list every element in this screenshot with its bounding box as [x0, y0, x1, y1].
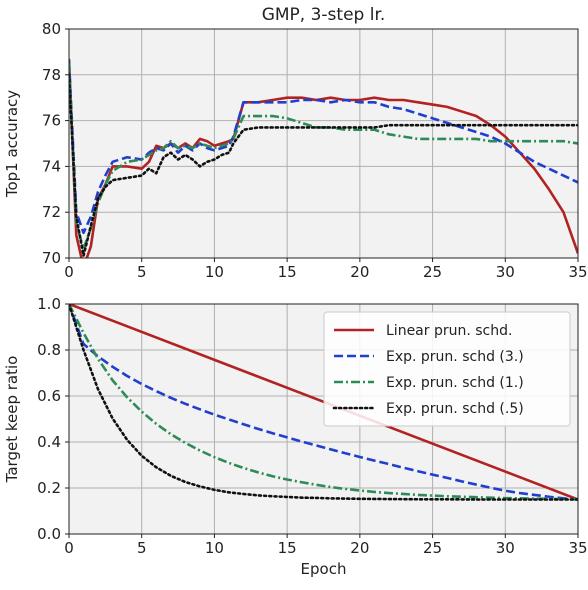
series-group: [69, 58, 578, 258]
series-line-3: [69, 63, 578, 251]
series-line-2: [69, 304, 578, 501]
x-tick-label: 5: [137, 263, 147, 281]
x-tick-label: 15: [278, 263, 297, 281]
x-tick-label: 5: [137, 539, 147, 557]
y-tick-label: 0.6: [37, 387, 61, 405]
y-tick-label: 76: [42, 112, 61, 130]
x-tick-label: 0: [64, 539, 74, 557]
x-tick-label: 25: [423, 263, 442, 281]
y-tick-label: 70: [42, 249, 61, 267]
x-tick-label: 20: [350, 539, 369, 557]
legend: Linear prun. schd. Exp. prun. schd (3.) Ex…: [323, 311, 571, 427]
plot-frame: [68, 303, 579, 535]
x-tick-label: 15: [278, 539, 297, 557]
series-line-2: [69, 60, 578, 235]
x-tick-label: 35: [568, 263, 587, 281]
x-tick-label: 35: [568, 539, 587, 557]
x-tick-label: 10: [205, 263, 224, 281]
keep-ratio-plot: 0 5 10 15 20 25 30 35 0.0 0.2 0.4 0.6 0.8 1.0 Target k…: [3, 295, 588, 578]
y-tick-label: 78: [42, 66, 61, 84]
x-tick-label: 10: [205, 539, 224, 557]
x-tick-label: 0: [64, 263, 74, 281]
legend-label-1: Linear prun. schd.: [386, 323, 512, 339]
y-tick-label: 80: [42, 20, 61, 38]
legend-label-3: Exp. prun. schd (1.): [386, 375, 524, 391]
series-line-1: [69, 58, 578, 258]
y-tick-label: 0.0: [37, 525, 61, 543]
accuracy-plot: 0 5 10 15 20 25 30 35 70 72 74 76 78 80 GMP, 3-step lr…: [3, 5, 588, 281]
y-tick-label: 0.8: [37, 341, 61, 359]
series-line-3: [69, 304, 578, 501]
x-tick-label: 30: [496, 263, 515, 281]
legend-box: [323, 311, 571, 427]
plot-background: [69, 29, 578, 258]
y-tick-label: 1.0: [37, 295, 61, 313]
y-axis-label: Target keep ratio: [3, 356, 21, 484]
chart-title: GMP, 3-step lr.: [262, 5, 386, 25]
legend-label-2: Exp. prun. schd (3.): [386, 349, 524, 365]
plot-frame: [68, 28, 579, 259]
x-axis-label: Epoch: [301, 560, 347, 578]
legend-label-4: Exp. prun. schd (.5): [386, 401, 524, 417]
series-line-4: [69, 73, 578, 258]
y-tick-label: 74: [42, 157, 61, 175]
y-tick-label: 72: [42, 203, 61, 221]
x-tick-label: 20: [350, 263, 369, 281]
y-axis-label: Top1 accuracy: [3, 90, 21, 198]
x-tick-label: 30: [496, 539, 515, 557]
y-tick-label: 0.2: [37, 479, 61, 497]
series-line-4: [69, 304, 578, 501]
y-tick-label: 0.4: [37, 433, 61, 451]
x-tick-label: 25: [423, 539, 442, 557]
